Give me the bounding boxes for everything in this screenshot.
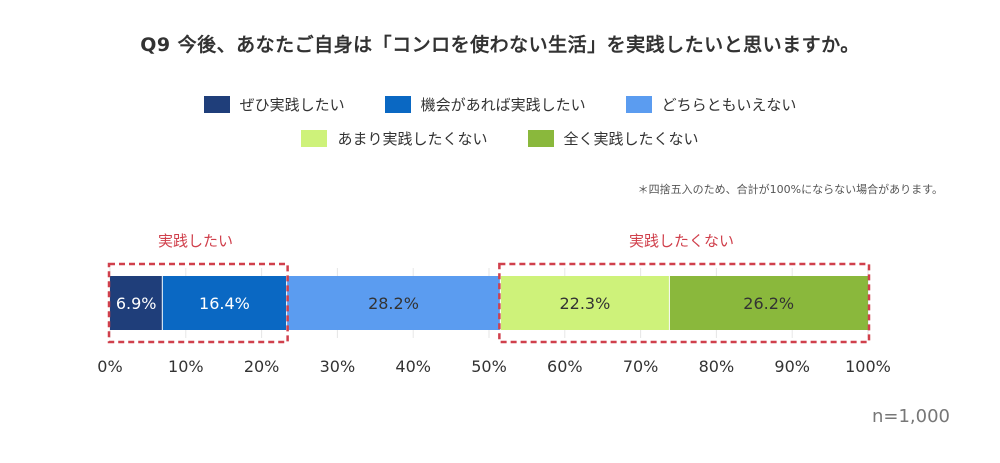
x-tick-label: 100% <box>845 357 891 376</box>
rounding-note: ＊四捨五入のため、合計が100%にならない場合があります。 <box>637 183 943 196</box>
legend-label: ぜひ実践したい <box>239 96 345 114</box>
x-tick-label: 90% <box>774 357 810 376</box>
chart-title: Q9 今後、あなたご自身は「コンロを使わない生活」を実践したいと思いますか。 <box>140 34 860 56</box>
group-label-dont-want: 実践したくない <box>629 232 735 250</box>
legend-swatch <box>527 130 554 147</box>
bar-segment <box>500 276 670 330</box>
legend-item: あまり実践したくない <box>301 128 488 149</box>
data-label: 22.3% <box>559 294 610 313</box>
highlight-box-want <box>107 262 289 344</box>
bar-segment <box>162 276 287 330</box>
x-tick-label: 50% <box>471 357 507 376</box>
x-tick-label: 0% <box>97 357 122 376</box>
data-label: 26.2% <box>743 294 794 313</box>
x-tick-label: 80% <box>699 357 735 376</box>
sample-size: n=1,000 <box>871 406 950 427</box>
highlight-box-dont-want <box>498 262 871 344</box>
x-tick-label: 20% <box>244 357 280 376</box>
legend-swatch <box>301 130 328 147</box>
legend-item: どちらともいえない <box>625 94 797 115</box>
legend-swatch <box>203 96 230 113</box>
group-label-want: 実践したい <box>158 232 234 250</box>
x-tick-label: 10% <box>168 357 204 376</box>
legend-label: あまり実践したくない <box>337 130 488 148</box>
legend-row-1: ぜひ実践したい 機会があれば実践したい どちらともいえない <box>0 94 1000 115</box>
legend-item: ぜひ実践したい <box>203 94 345 115</box>
legend-row-2: あまり実践したくない 全く実践したくない <box>0 128 1000 149</box>
legend-swatch <box>384 96 411 113</box>
legend-item: 全く実践したくない <box>527 128 699 149</box>
x-tick-label: 30% <box>320 357 356 376</box>
legend-label: 全く実践したくない <box>563 130 699 148</box>
data-label: 6.9% <box>116 294 157 313</box>
legend-swatch <box>625 96 652 113</box>
bar-segment <box>286 276 501 330</box>
bar-segment <box>110 276 163 330</box>
x-tick-label: 40% <box>395 357 431 376</box>
data-label: 28.2% <box>368 294 419 313</box>
data-label: 16.4% <box>199 294 250 313</box>
x-tick-label: 60% <box>547 357 583 376</box>
legend-item: 機会があれば実践したい <box>384 94 586 115</box>
x-tick-label: 70% <box>623 357 659 376</box>
legend-label: どちらともいえない <box>661 96 797 114</box>
bar-segment <box>669 276 868 330</box>
legend-label: 機会があれば実践したい <box>420 96 586 114</box>
